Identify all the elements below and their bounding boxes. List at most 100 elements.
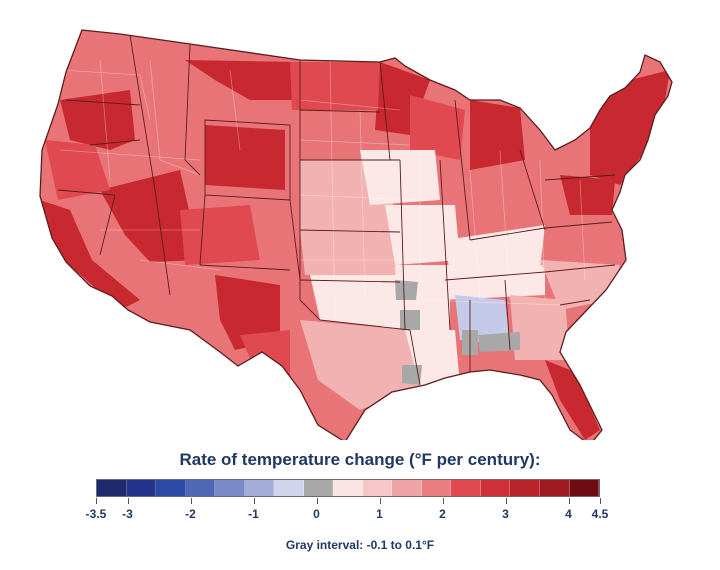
state-border-line xyxy=(199,264,291,271)
legend-swatch-8 xyxy=(333,480,363,496)
state-border-line xyxy=(469,227,546,241)
legend-tick-5 xyxy=(379,498,381,504)
division-line xyxy=(299,139,411,146)
region-neutral-ar xyxy=(395,280,418,300)
legend-tick-1 xyxy=(127,498,129,504)
legend-swatch-14 xyxy=(510,480,540,496)
state-border-line xyxy=(289,199,301,281)
legend-swatch-1 xyxy=(126,480,157,496)
state-border-line xyxy=(299,109,381,113)
legend-tick-6 xyxy=(442,498,444,504)
region-missouri-pale xyxy=(385,205,460,265)
gray-interval-note: Gray interval: -0.1 to 0.1°F xyxy=(285,538,435,552)
division-line xyxy=(359,109,366,301)
division-line xyxy=(299,194,421,201)
region-iowa-pale xyxy=(360,150,440,205)
region-neutral-ga xyxy=(478,332,520,352)
legend-tick-label: 4 xyxy=(565,507,572,521)
legend-swatch-11 xyxy=(421,480,452,496)
state-border-line xyxy=(439,159,451,331)
state-border-line xyxy=(454,99,471,241)
legend-tick-9 xyxy=(600,498,601,504)
state-border-line xyxy=(299,279,401,283)
state-border-line xyxy=(504,279,511,351)
legend-swatch-16 xyxy=(569,480,600,496)
legend-tick-label: -2 xyxy=(185,507,196,521)
legend-tick-label: -3 xyxy=(122,507,133,521)
legend-swatch-5 xyxy=(244,480,275,496)
region-tennessee-pale xyxy=(440,265,545,300)
state-border-line xyxy=(399,159,406,331)
region-northern-rockies-dark xyxy=(185,60,300,100)
legend-swatch-13 xyxy=(480,480,511,496)
division-line xyxy=(299,99,401,111)
region-neutral-la xyxy=(400,310,420,330)
division-line xyxy=(59,149,201,161)
legend-tick-label: -1 xyxy=(248,507,259,521)
legend-swatch-15 xyxy=(539,480,570,496)
legend-swatch-9 xyxy=(362,480,393,496)
legend-swatch-2 xyxy=(156,480,186,496)
state-border-line xyxy=(559,299,591,306)
legend-tick-8 xyxy=(568,498,570,504)
region-mid-atlantic-dark xyxy=(560,175,615,215)
legend-colorbar xyxy=(96,479,600,497)
region-four-corners-dark xyxy=(180,205,260,265)
region-texas-east-light xyxy=(300,320,420,410)
legend-swatch-10 xyxy=(392,480,422,496)
legend-swatch-12 xyxy=(451,480,481,496)
legend-tick-7 xyxy=(505,498,507,504)
legend-swatch-4 xyxy=(215,480,245,496)
division-line xyxy=(149,59,201,176)
state-border-line xyxy=(379,61,391,161)
division-line xyxy=(539,159,546,301)
state-border-line xyxy=(444,271,546,281)
legend-ticks xyxy=(96,498,601,508)
division-line xyxy=(59,69,151,121)
legend-tick-labels: -3.5 -3 -2 -1 0 1 2 3 4 4.5 xyxy=(86,507,609,523)
state-border-line xyxy=(409,329,421,386)
division-line xyxy=(329,59,336,321)
region-wisconsin-medium xyxy=(410,95,465,160)
us-temperature-change-map xyxy=(39,29,673,440)
legend-tick-0 xyxy=(96,498,97,504)
state-border-line xyxy=(99,194,116,256)
state-border-line xyxy=(544,264,616,273)
state-border-line xyxy=(129,34,156,191)
state-border-line xyxy=(199,194,206,266)
legend-tick-4 xyxy=(316,498,318,504)
legend-tick-label: 0 xyxy=(313,507,320,521)
division-line xyxy=(419,299,561,306)
division-line xyxy=(139,259,221,271)
division-line xyxy=(229,69,241,151)
legend-tick-label: -3.5 xyxy=(85,507,107,521)
region-oklahoma-pale xyxy=(310,275,410,330)
region-pacific-medium xyxy=(45,140,110,200)
region-great-basin-dark xyxy=(100,170,200,262)
division-line xyxy=(99,59,111,181)
legend-tick-label: 2 xyxy=(439,507,446,521)
legend-tick-label: 1 xyxy=(376,507,383,521)
division-line xyxy=(469,169,481,301)
region-kansas-light xyxy=(300,230,400,275)
state-border-line xyxy=(544,174,616,181)
state-border-line xyxy=(57,189,116,196)
state-border-line xyxy=(184,44,201,176)
legend-swatch-3 xyxy=(185,480,216,496)
state-border-line xyxy=(299,229,401,233)
state-border-line xyxy=(89,139,141,146)
legend-tick-label: 4.5 xyxy=(591,507,609,521)
legend-tick-2 xyxy=(190,498,192,504)
region-florida-dark xyxy=(545,360,600,440)
region-southwest-dark xyxy=(215,275,280,350)
legend-tick-label: 3 xyxy=(502,507,509,521)
division-line xyxy=(579,179,586,281)
state-border-line xyxy=(299,299,411,331)
legend-swatch-0 xyxy=(97,480,127,496)
legend-swatch-6 xyxy=(274,480,304,496)
region-pacific-northwest-dark xyxy=(60,90,135,150)
state-border-line xyxy=(544,221,613,229)
region-wyoming-dark xyxy=(205,125,285,190)
legend-title: Rate of temperature change (°F per centu… xyxy=(179,450,541,469)
state-border-line xyxy=(154,189,171,296)
